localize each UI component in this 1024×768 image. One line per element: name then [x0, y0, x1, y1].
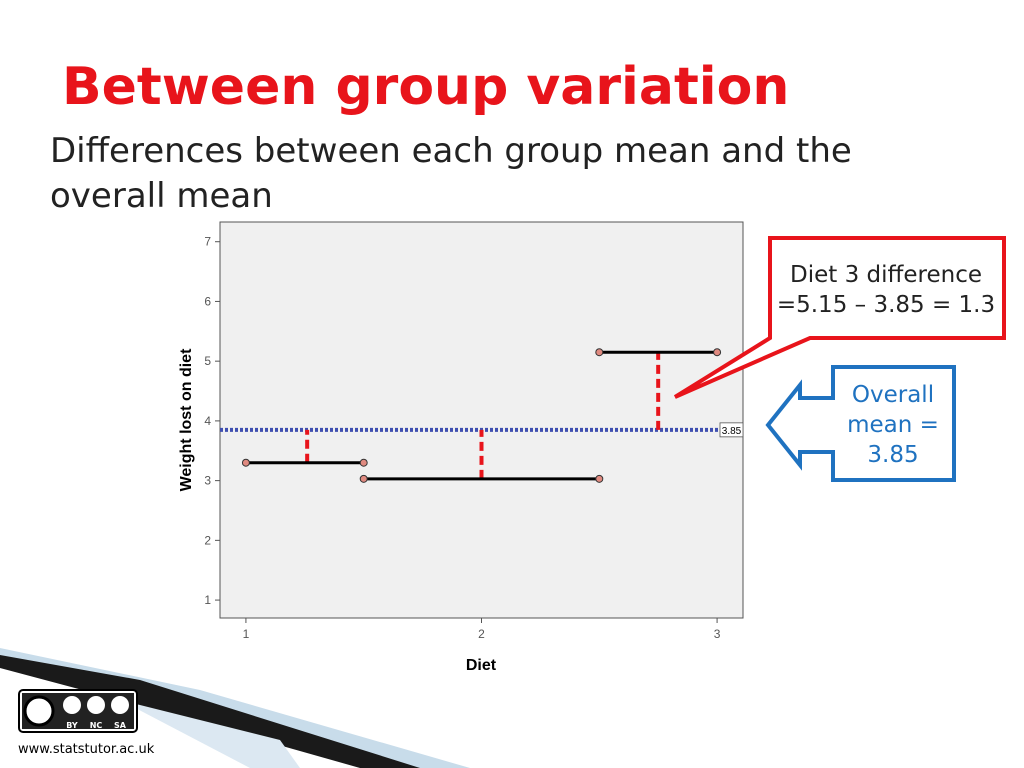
y-axis-label: Weight lost on diet — [178, 348, 195, 491]
y-tick-label: 7 — [204, 235, 211, 249]
y-tick-label: 5 — [204, 354, 211, 368]
point — [595, 474, 604, 483]
annotation: Overall — [852, 382, 934, 408]
callout — [765, 365, 956, 482]
license-label: SA — [114, 721, 127, 730]
x-tick-label: 3 — [714, 627, 721, 641]
plot-area — [219, 221, 744, 619]
cc-icon — [23, 695, 55, 727]
license-icon — [63, 696, 81, 714]
point — [359, 474, 368, 483]
y-tick-label: 4 — [204, 414, 211, 428]
license-label: BY — [66, 721, 78, 730]
x-tick-label: 2 — [478, 627, 485, 641]
callout — [673, 236, 1006, 399]
reference-label: 3.85 — [722, 426, 742, 437]
x-axis-label: Diet — [466, 657, 497, 674]
point — [359, 458, 368, 467]
license-label: NC — [90, 721, 103, 730]
annotation: mean = — [847, 412, 939, 438]
point — [713, 348, 722, 357]
annotation: =5.15 – 3.85 = 1.3 — [777, 292, 995, 318]
subtitle: overall mean — [50, 176, 273, 216]
annotation: Diet 3 difference — [790, 262, 982, 288]
y-tick-label: 6 — [204, 294, 211, 308]
point — [595, 348, 604, 357]
license-icon — [111, 696, 129, 714]
reference-label-box — [719, 422, 744, 438]
decoration — [120, 700, 300, 768]
y-tick-label: 2 — [204, 533, 211, 547]
annotation: 3.85 — [867, 442, 918, 468]
decoration — [0, 655, 420, 768]
y-tick-label: 3 — [204, 474, 211, 488]
website: www.statstutor.ac.uk — [18, 742, 155, 757]
subtitle: Differences between each group mean and … — [50, 131, 852, 171]
point — [241, 458, 250, 467]
slide-title: Between group variation — [62, 57, 789, 117]
x-tick-label: 1 — [243, 627, 250, 641]
y-tick-label: 1 — [204, 593, 211, 607]
license-icon — [87, 696, 105, 714]
